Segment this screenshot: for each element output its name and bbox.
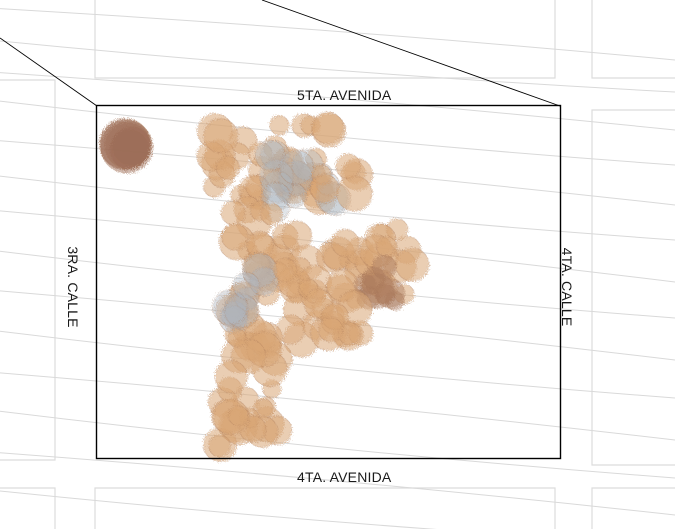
contour-line: [0, 72, 675, 131]
tree-crown: [212, 289, 248, 326]
lot-boundary-rect: [95, 104, 562, 460]
block-outline: [94, 487, 556, 529]
block-outline: [591, 109, 675, 466]
contour-line: [0, 330, 675, 399]
tree-crown: [215, 155, 240, 180]
tree-crown: [336, 175, 373, 212]
tree-crown: [278, 149, 315, 186]
leader-line: [0, 37, 98, 107]
contour-line: [0, 372, 675, 441]
tree-crown: [269, 115, 290, 136]
block-outline: [0, 79, 56, 461]
tree-crown: [311, 111, 344, 145]
street-label-5ta-avenida: 5TA. AVENIDA: [297, 87, 392, 103]
tree-crown: [232, 271, 261, 300]
street-label-3ra-calle: 3RA. CALLE: [65, 246, 81, 328]
tree-crown: [227, 328, 247, 348]
tree-crown: [221, 223, 249, 251]
tree-crown: [260, 203, 283, 226]
tree-crown: [376, 236, 398, 258]
contour-line: [0, 40, 675, 93]
block-outline: [94, 0, 556, 79]
tree-crown: [220, 200, 246, 226]
tree-canopy: [99, 111, 430, 462]
leader-line: [261, 0, 561, 107]
contour-line: [0, 410, 675, 479]
tree-crown: [214, 360, 248, 394]
tree-crown: [203, 118, 239, 154]
tree-crown: [318, 317, 344, 343]
block-outline: [0, 487, 56, 529]
tree-crown: [371, 254, 397, 280]
tree-crown: [374, 278, 406, 309]
tree-crown: [228, 405, 249, 427]
tree-crown: [331, 228, 360, 257]
tree-crown: [104, 122, 152, 169]
tree-crown: [395, 247, 430, 282]
block-outline: [591, 0, 675, 79]
tree-crown: [309, 173, 340, 203]
street-label-4ta-calle: 4TA. CALLE: [559, 247, 575, 327]
tree-crown: [208, 434, 231, 458]
tree-crown: [272, 257, 298, 283]
contour-line: [0, 490, 437, 529]
street-label-4ta-avenida: 4TA. AVENIDA: [297, 469, 392, 485]
lot-boundary: [0, 0, 562, 460]
contour-line: [0, 140, 675, 206]
contour-line: [0, 8, 675, 61]
block-outline: [591, 487, 675, 529]
contour-line: [0, 452, 675, 516]
tree-crown: [335, 153, 361, 180]
